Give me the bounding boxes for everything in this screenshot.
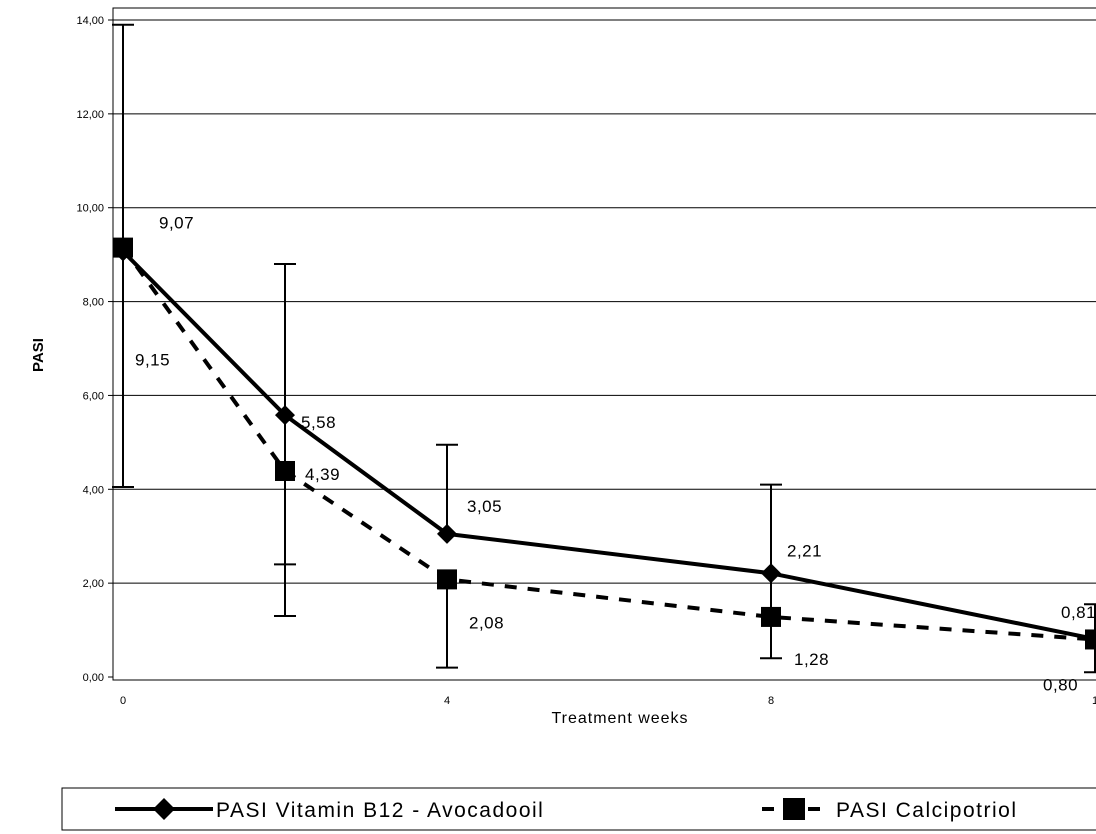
data-label: 0,81 — [1061, 603, 1096, 622]
x-tick-label: 8 — [768, 695, 774, 707]
data-point-0 — [437, 523, 457, 544]
data-label: 3,05 — [467, 497, 502, 516]
data-label: 5,58 — [301, 413, 336, 432]
data-point-0 — [761, 563, 781, 584]
legend-marker-1 — [783, 798, 805, 820]
y-tick-label: 4,00 — [83, 484, 104, 496]
y-tick-label: 0,00 — [83, 672, 104, 684]
y-tick-label: 8,00 — [83, 297, 104, 309]
data-label: 9,07 — [159, 213, 194, 232]
data-point-1 — [113, 237, 133, 258]
data-label: 0,80 — [1043, 675, 1078, 694]
legend-label: PASI Vitamin B12 - Avocadooil — [216, 799, 544, 822]
x-tick-label: 1 — [1092, 695, 1096, 707]
legend-box — [61, 787, 1096, 831]
legend-marker-0 — [153, 798, 175, 820]
x-tick-label: 0 — [120, 695, 126, 707]
legend-label: PASI Calcipotriol — [836, 799, 1018, 822]
x-axis-label: Treatment weeks — [551, 710, 688, 727]
legend: PASI Vitamin B12 - Avocadooil PASI Calcip… — [61, 787, 1096, 831]
y-tick-label: 10,00 — [76, 203, 104, 215]
y-tick-label: 12,00 — [76, 109, 104, 121]
data-label: 4,39 — [305, 465, 340, 484]
data-point-1 — [275, 460, 295, 481]
data-label: 9,15 — [135, 351, 170, 370]
x-tick-label: 4 — [444, 695, 450, 707]
data-label: 2,08 — [469, 613, 504, 632]
y-tick-label: 6,00 — [83, 390, 104, 402]
data-label: 1,28 — [794, 650, 829, 669]
y-axis-label: PASI — [30, 338, 47, 372]
data-point-1 — [1085, 629, 1096, 650]
y-tick-label: 14,00 — [76, 15, 104, 27]
plot-area-border — [112, 7, 1096, 681]
data-point-1 — [437, 569, 457, 590]
y-tick-label: 2,00 — [83, 578, 104, 590]
data-point-1 — [761, 606, 781, 627]
data-point-0 — [275, 405, 295, 426]
data-label: 2,21 — [787, 541, 822, 560]
